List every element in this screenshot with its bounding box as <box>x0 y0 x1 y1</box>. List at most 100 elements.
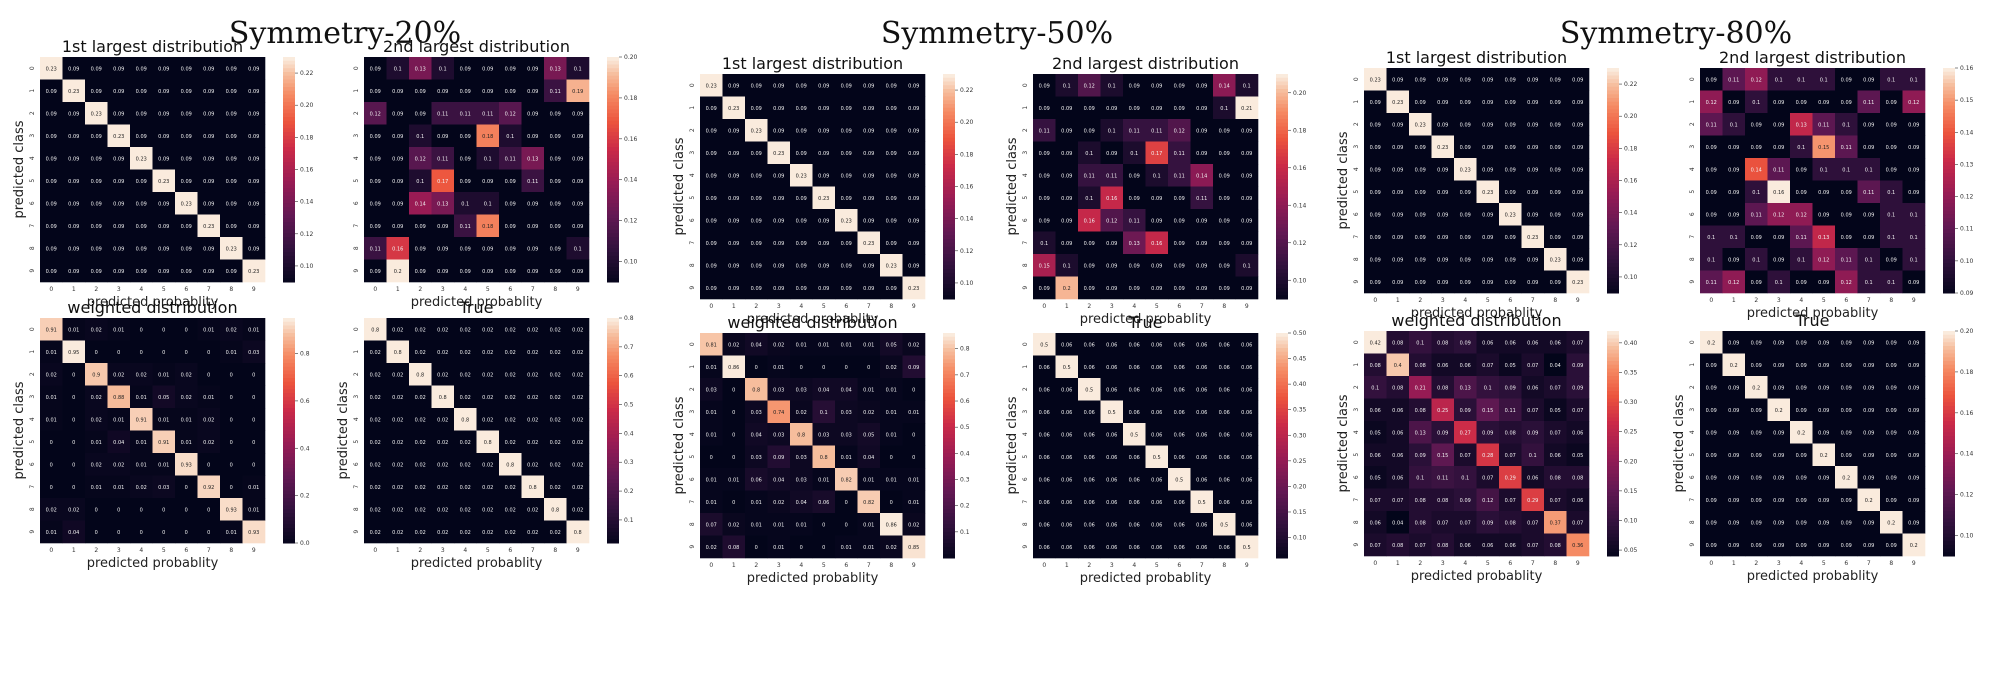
colorbar-segment <box>1276 378 1288 383</box>
x-tick-label: 9 <box>1245 303 1249 310</box>
heatmap-cell <box>857 333 881 356</box>
colorbar-tick-label: 0.20 <box>300 102 314 109</box>
cell-value-label: 0.06 <box>1196 387 1207 393</box>
chart-title: True <box>1795 311 1830 330</box>
heatmap-cell <box>1521 331 1545 354</box>
cell-value-label: 0.13 <box>1415 430 1426 436</box>
colorbar-segment <box>1276 505 1288 510</box>
heatmap-cell <box>1812 443 1836 467</box>
colorbar-segment <box>1943 503 1955 508</box>
heatmap-cell <box>790 231 813 255</box>
cell-value-label: 0.23 <box>1482 190 1493 196</box>
colorbar-segment <box>1607 409 1619 414</box>
heatmap-cell <box>790 254 813 277</box>
colorbar-segment <box>1276 344 1288 349</box>
heatmap-cell <box>857 423 881 446</box>
cell-value-label: 0.06 <box>1196 410 1207 416</box>
cell-value-label: 0.09 <box>1039 151 1050 157</box>
colorbar-tick-label: 0.35 <box>1624 369 1638 376</box>
colorbar-segment <box>1943 165 1955 170</box>
x-tick-label: 7 <box>531 286 535 293</box>
colorbar-segment <box>1276 276 1288 281</box>
heatmap-cell <box>175 340 198 364</box>
colorbar-segment <box>607 449 619 454</box>
colorbar-segment <box>943 265 955 270</box>
colorbar-segment <box>943 254 955 259</box>
heatmap-cell <box>857 74 881 97</box>
heatmap-cell <box>1476 90 1500 114</box>
colorbar-tick-label: 0.12 <box>1293 240 1307 247</box>
cell-value-label: 0.09 <box>482 89 493 95</box>
cell-value-label: 0.06 <box>1174 522 1185 528</box>
heatmap-cell <box>152 237 176 260</box>
heatmap-cell <box>1902 353 1926 377</box>
cell-value-label: 0.16 <box>392 246 403 252</box>
heatmap-cell <box>409 147 432 170</box>
y-tick-label: 3 <box>353 395 360 399</box>
colorbar-segment <box>943 272 955 277</box>
heatmap-cell <box>152 79 176 103</box>
colorbar-segment <box>1943 428 1955 433</box>
colorbar-segment <box>943 261 955 266</box>
colorbar-segment <box>943 171 955 176</box>
chart-title: 2nd largest distribution <box>383 37 570 56</box>
colorbar-segment <box>283 132 295 137</box>
colorbar-segment <box>607 109 619 114</box>
heatmap-cell <box>175 259 198 283</box>
cell-value-label: 0.11 <box>1841 145 1852 151</box>
heatmap-cell <box>152 57 176 80</box>
colorbar-segment <box>1276 156 1288 161</box>
colorbar-tick-label: 0.11 <box>1960 226 1974 233</box>
cell-value-label: 0.02 <box>527 417 538 423</box>
cell-value-label: 0.09 <box>1728 430 1739 436</box>
cell-value-label: 0.06 <box>1151 545 1162 551</box>
cell-value-label: 0.09 <box>1437 122 1448 128</box>
heatmap-cell <box>130 430 153 454</box>
heatmap-cell <box>1190 333 1214 356</box>
colorbar-segment <box>283 396 295 401</box>
cell-value-label: 0.01 <box>796 522 807 528</box>
cell-value-label: 0.06 <box>1129 545 1140 551</box>
heatmap-cell <box>1835 511 1858 534</box>
heatmap-cell <box>431 79 455 103</box>
cell-value-label: 0.06 <box>1550 340 1561 346</box>
x-tick-label: 6 <box>1844 560 1848 567</box>
heatmap-cell <box>476 192 500 215</box>
colorbar-tick-label: 0.14 <box>1624 210 1638 217</box>
cell-value-label: 0 <box>117 530 120 536</box>
colorbar-segment <box>1943 346 1955 351</box>
heatmap-cell <box>521 147 545 170</box>
cell-value-label: 0.09 <box>773 196 784 202</box>
cell-value-label: 0.09 <box>113 246 124 252</box>
heatmap-cell <box>880 209 903 232</box>
cell-value-label: 0 <box>845 522 848 528</box>
cell-value-label: 0.09 <box>1886 408 1897 414</box>
heatmap-cell <box>790 96 813 120</box>
heatmap-cell <box>1700 158 1723 181</box>
cell-value-label: 0.03 <box>751 410 762 416</box>
colorbar-segment <box>607 143 619 148</box>
cell-value-label: 0.11 <box>527 179 538 185</box>
heatmap-cell <box>220 385 243 409</box>
heatmap-cell <box>1476 376 1500 399</box>
colorbar-segment <box>1607 533 1619 538</box>
cell-value-label: 0.09 <box>203 179 214 185</box>
colorbar-segment <box>943 246 955 251</box>
cell-value-label: 0.09 <box>1841 363 1852 369</box>
cell-value-label: 0.09 <box>1106 286 1117 292</box>
heatmap-cell <box>386 57 410 80</box>
colorbar-segment <box>1276 160 1288 165</box>
colorbar-tick-label: 0.1 <box>960 529 970 536</box>
heatmap-cell <box>364 318 387 341</box>
heatmap-cell <box>1835 248 1858 271</box>
colorbar-segment <box>1276 441 1288 446</box>
colorbar-segment <box>1276 449 1288 454</box>
heatmap-cell <box>1168 333 1191 356</box>
colorbar-segment <box>607 113 619 118</box>
colorbar-segment <box>1276 257 1288 262</box>
colorbar-segment <box>943 231 955 236</box>
heatmap-cell <box>40 475 63 499</box>
cell-value-label: 0.09 <box>158 269 169 275</box>
heatmap-cell <box>1100 333 1124 356</box>
colorbar-segment <box>1943 128 1955 133</box>
